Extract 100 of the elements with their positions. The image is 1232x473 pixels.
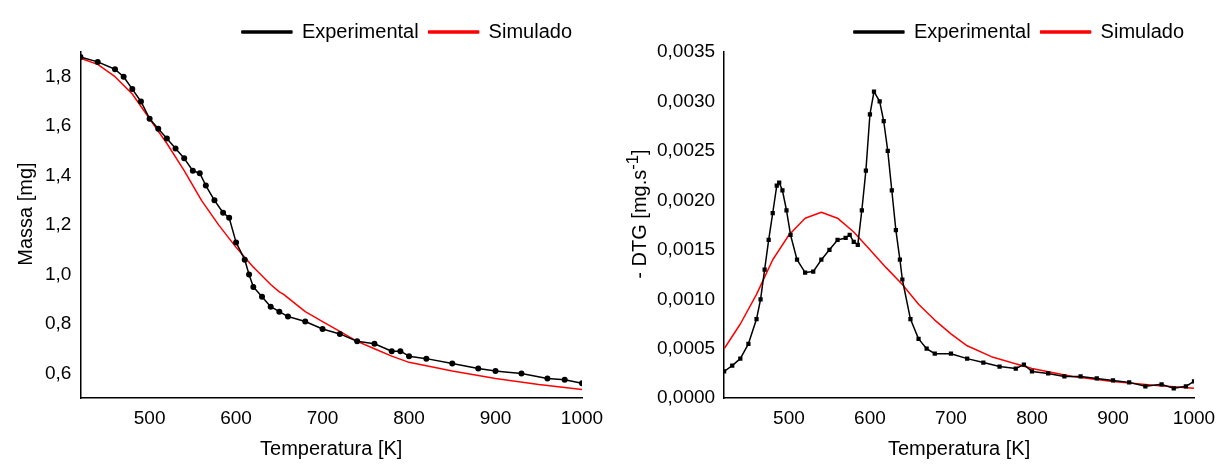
- y-tick-label: 0,0005: [656, 336, 716, 358]
- point: [246, 271, 253, 278]
- point: [181, 155, 188, 162]
- y-tick-label: 0,0025: [656, 139, 716, 161]
- y-axis-title: Massa [mg]: [13, 161, 37, 266]
- point: [1078, 374, 1083, 379]
- point: [267, 303, 274, 310]
- x-axis-title: Temperatura [K]: [887, 436, 1031, 459]
- point: [233, 239, 240, 246]
- x-axis-title: Temperatura [K]: [260, 436, 403, 459]
- point: [189, 167, 196, 174]
- point: [155, 125, 162, 132]
- x-tick-label: 500: [773, 406, 805, 428]
- x-tick-label: 700: [935, 406, 967, 428]
- y-tick-label: 1,8: [44, 64, 72, 86]
- legend-label: Simulado: [1100, 19, 1185, 42]
- point: [1191, 379, 1194, 384]
- y-tick-label: 0,0010: [656, 287, 716, 309]
- point: [730, 363, 735, 368]
- x-tick-label: 700: [306, 406, 339, 428]
- legend-label: Experimental: [913, 19, 1031, 42]
- point: [302, 318, 309, 325]
- point: [220, 209, 227, 216]
- point: [561, 376, 568, 383]
- x-tick-label: 600: [220, 406, 252, 428]
- point: [163, 135, 170, 142]
- point: [319, 325, 326, 332]
- point: [762, 267, 767, 272]
- y-tick-label: 0,0030: [656, 89, 716, 111]
- point: [336, 330, 343, 337]
- point: [146, 115, 153, 122]
- point: [172, 145, 179, 152]
- point: [1029, 369, 1035, 374]
- point: [900, 277, 905, 282]
- x-tick-label: 800: [393, 406, 425, 428]
- point: [803, 270, 808, 275]
- y-tick-label: 1,2: [44, 213, 72, 235]
- point: [284, 313, 291, 320]
- point: [1013, 366, 1018, 371]
- y-tick-label: 1,0: [44, 262, 72, 284]
- point: [1094, 376, 1099, 381]
- point: [889, 188, 894, 193]
- y-tick-label: 0,8: [44, 312, 72, 334]
- point: [916, 336, 921, 341]
- point: [196, 170, 203, 177]
- point: [449, 360, 456, 367]
- point: [877, 99, 882, 104]
- x-tick-label: 900: [479, 406, 512, 428]
- point: [835, 237, 840, 243]
- point: [981, 360, 986, 365]
- y-tick-label: 0,0000: [656, 386, 716, 408]
- point: [1143, 384, 1148, 389]
- point: [202, 182, 209, 189]
- point: [788, 232, 793, 238]
- x-tick-label: 500: [133, 406, 166, 428]
- point: [871, 89, 877, 94]
- point: [746, 341, 751, 346]
- point: [811, 269, 816, 274]
- point: [908, 316, 913, 322]
- y-tick-label: 0,0020: [656, 188, 716, 210]
- point: [129, 86, 136, 93]
- point: [397, 348, 404, 355]
- point: [544, 375, 551, 382]
- point: [1110, 378, 1116, 383]
- y-tick-label: 0,0035: [656, 40, 716, 62]
- point: [827, 247, 832, 252]
- y-tick-label: 0,0015: [656, 238, 716, 260]
- point: [780, 188, 785, 193]
- point: [276, 308, 283, 315]
- point: [94, 58, 101, 65]
- point: [137, 98, 144, 105]
- point: [518, 370, 525, 377]
- point: [112, 66, 119, 73]
- x-tick-label: 600: [854, 406, 886, 428]
- point: [475, 365, 482, 372]
- y-tick-label: 1,6: [44, 114, 72, 136]
- x-tick-label: 1000: [560, 406, 604, 428]
- x-tick-label: 900: [1097, 406, 1129, 428]
- point: [250, 283, 257, 290]
- x-tick-label: 800: [1016, 406, 1048, 428]
- point: [754, 316, 759, 322]
- point: [354, 338, 361, 345]
- y-tick-label: 0,6: [44, 361, 72, 383]
- point: [1159, 382, 1164, 387]
- point: [784, 208, 789, 213]
- point: [241, 256, 248, 263]
- legend-label: Simulado: [488, 19, 573, 42]
- point: [758, 297, 763, 302]
- point: [388, 348, 395, 355]
- legend-label: Experimental: [301, 19, 419, 42]
- point: [259, 293, 266, 300]
- point: [406, 353, 413, 360]
- point: [120, 73, 127, 80]
- y-tick-label: 1,4: [44, 163, 72, 185]
- x-tick-label: 1000: [1172, 406, 1216, 428]
- point: [226, 214, 233, 221]
- point: [997, 364, 1002, 369]
- point: [423, 355, 430, 362]
- point: [1021, 362, 1026, 367]
- point: [371, 340, 378, 347]
